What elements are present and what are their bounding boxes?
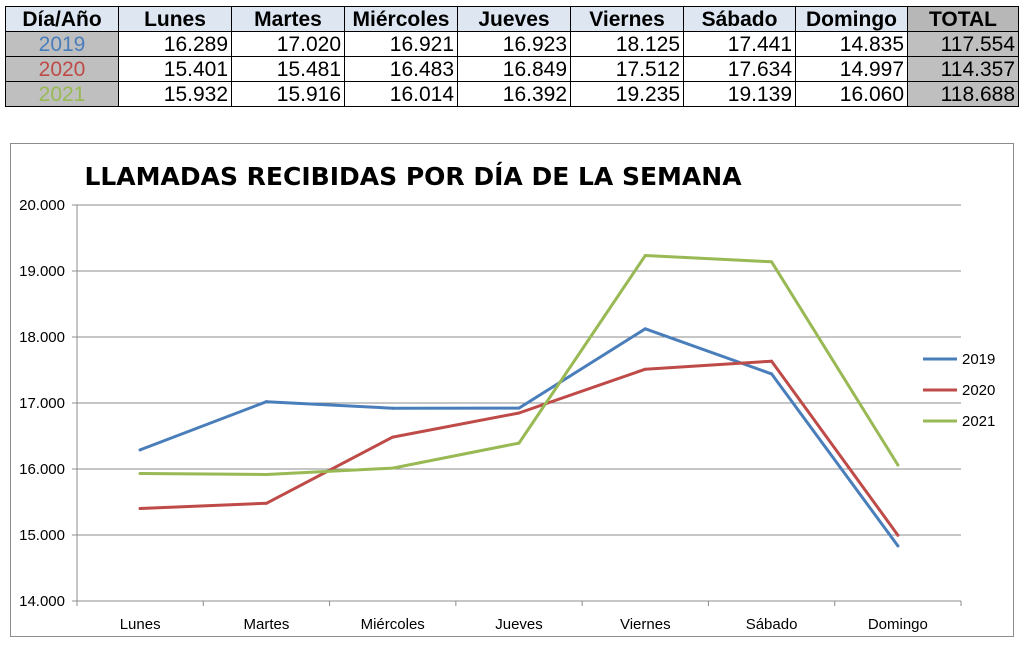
data-point-2020 — [643, 367, 647, 371]
data-table: Día/Año Lunes Martes Miércoles Jueves Vi… — [5, 6, 1019, 107]
data-point-2020 — [517, 411, 521, 415]
data-point-2019 — [517, 406, 521, 410]
data-point-2021 — [391, 466, 395, 470]
value-cell: 16.483 — [344, 56, 458, 82]
data-point-2019 — [138, 448, 142, 452]
header-cell-domingo: Domingo — [795, 6, 908, 32]
series-line-2020 — [138, 359, 900, 537]
header-cell-dia-ano: Día/Año — [5, 6, 119, 32]
total-cell: 117.554 — [907, 31, 1019, 57]
value-cell: 14.835 — [795, 31, 908, 57]
value-cell: 16.014 — [344, 81, 458, 107]
data-point-2020 — [391, 435, 395, 439]
total-cell: 118.688 — [907, 81, 1019, 107]
y-tick-label: 17.000 — [19, 395, 65, 412]
value-cell: 18.125 — [570, 31, 684, 57]
data-point-2019 — [264, 400, 268, 404]
value-cell: 15.481 — [231, 56, 345, 82]
data-point-2019 — [643, 327, 647, 331]
table-header-row: Día/Año Lunes Martes Miércoles Jueves Vi… — [5, 6, 1019, 32]
data-point-2019 — [391, 406, 395, 410]
value-cell: 15.932 — [118, 81, 232, 107]
table-row: 2021 15.932 15.916 16.014 16.392 19.235 19.139… — [5, 81, 1019, 107]
x-tick-label: Miércoles — [361, 616, 425, 633]
value-cell: 16.923 — [457, 31, 571, 57]
y-tick-label: 18.000 — [19, 329, 65, 346]
y-tick-label: 19.000 — [19, 263, 65, 280]
data-point-2019 — [896, 544, 900, 548]
x-tick-label: Domingo — [868, 616, 928, 633]
data-point-2020 — [770, 359, 774, 363]
value-cell: 17.512 — [570, 56, 684, 82]
table-row: 2020 15.401 15.481 16.483 16.849 17.512 17.634… — [5, 56, 1019, 82]
chart-area: LLAMADAS RECIBIDAS POR DÍA DE LA SEMANA 1… — [10, 143, 1014, 637]
chart-title: LLAMADAS RECIBIDAS POR DÍA DE LA SEMANA — [84, 162, 742, 191]
data-point-2021 — [770, 260, 774, 264]
year-cell: 2021 — [5, 81, 119, 107]
x-tick-label: Lunes — [120, 616, 161, 633]
header-cell-viernes: Viernes — [570, 6, 684, 32]
year-cell: 2020 — [5, 56, 119, 82]
y-tick-label: 15.000 — [19, 527, 65, 544]
data-point-2019 — [770, 372, 774, 376]
header-cell-miercoles: Miércoles — [344, 6, 458, 32]
y-tick-label: 20.000 — [19, 197, 65, 214]
data-point-2020 — [138, 507, 142, 511]
legend-label-2021: 2021 — [962, 413, 995, 430]
data-point-2021 — [517, 441, 521, 445]
value-cell: 15.916 — [231, 81, 345, 107]
value-cell: 16.921 — [344, 31, 458, 57]
y-tick-label: 16.000 — [19, 461, 65, 478]
header-cell-jueves: Jueves — [457, 6, 571, 32]
value-cell: 15.401 — [118, 56, 232, 82]
value-cell: 16.849 — [457, 56, 571, 82]
line-chart: LLAMADAS RECIBIDAS POR DÍA DE LA SEMANA 1… — [19, 162, 995, 633]
value-cell: 19.235 — [570, 81, 684, 107]
x-tick-label: Sábado — [746, 616, 798, 633]
value-cell: 17.441 — [683, 31, 796, 57]
value-cell: 14.997 — [795, 56, 908, 82]
header-cell-total: TOTAL — [907, 6, 1019, 32]
data-point-2021 — [264, 473, 268, 477]
value-cell: 16.289 — [118, 31, 232, 57]
data-point-2021 — [896, 463, 900, 467]
legend-label-2019: 2019 — [962, 351, 995, 368]
data-point-2020 — [264, 501, 268, 505]
data-point-2021 — [643, 253, 647, 257]
header-cell-martes: Martes — [231, 6, 345, 32]
value-cell: 16.392 — [457, 81, 571, 107]
header-cell-sabado: Sábado — [683, 6, 796, 32]
x-tick-label: Viernes — [620, 616, 671, 633]
total-cell: 114.357 — [907, 56, 1019, 82]
year-cell: 2019 — [5, 31, 119, 57]
data-point-2021 — [138, 471, 142, 475]
y-tick-label: 14.000 — [19, 593, 65, 610]
value-cell: 17.634 — [683, 56, 796, 82]
value-cell: 16.060 — [795, 81, 908, 107]
data-point-2020 — [896, 533, 900, 537]
table-row: 2019 16.289 17.020 16.921 16.923 18.125 17.441… — [5, 31, 1019, 57]
legend-label-2020: 2020 — [962, 382, 995, 399]
value-cell: 17.020 — [231, 31, 345, 57]
x-tick-label: Martes — [244, 616, 290, 633]
x-tick-label: Jueves — [495, 616, 543, 633]
value-cell: 19.139 — [683, 81, 796, 107]
header-cell-lunes: Lunes — [118, 6, 232, 32]
series-line-2019 — [138, 327, 900, 548]
